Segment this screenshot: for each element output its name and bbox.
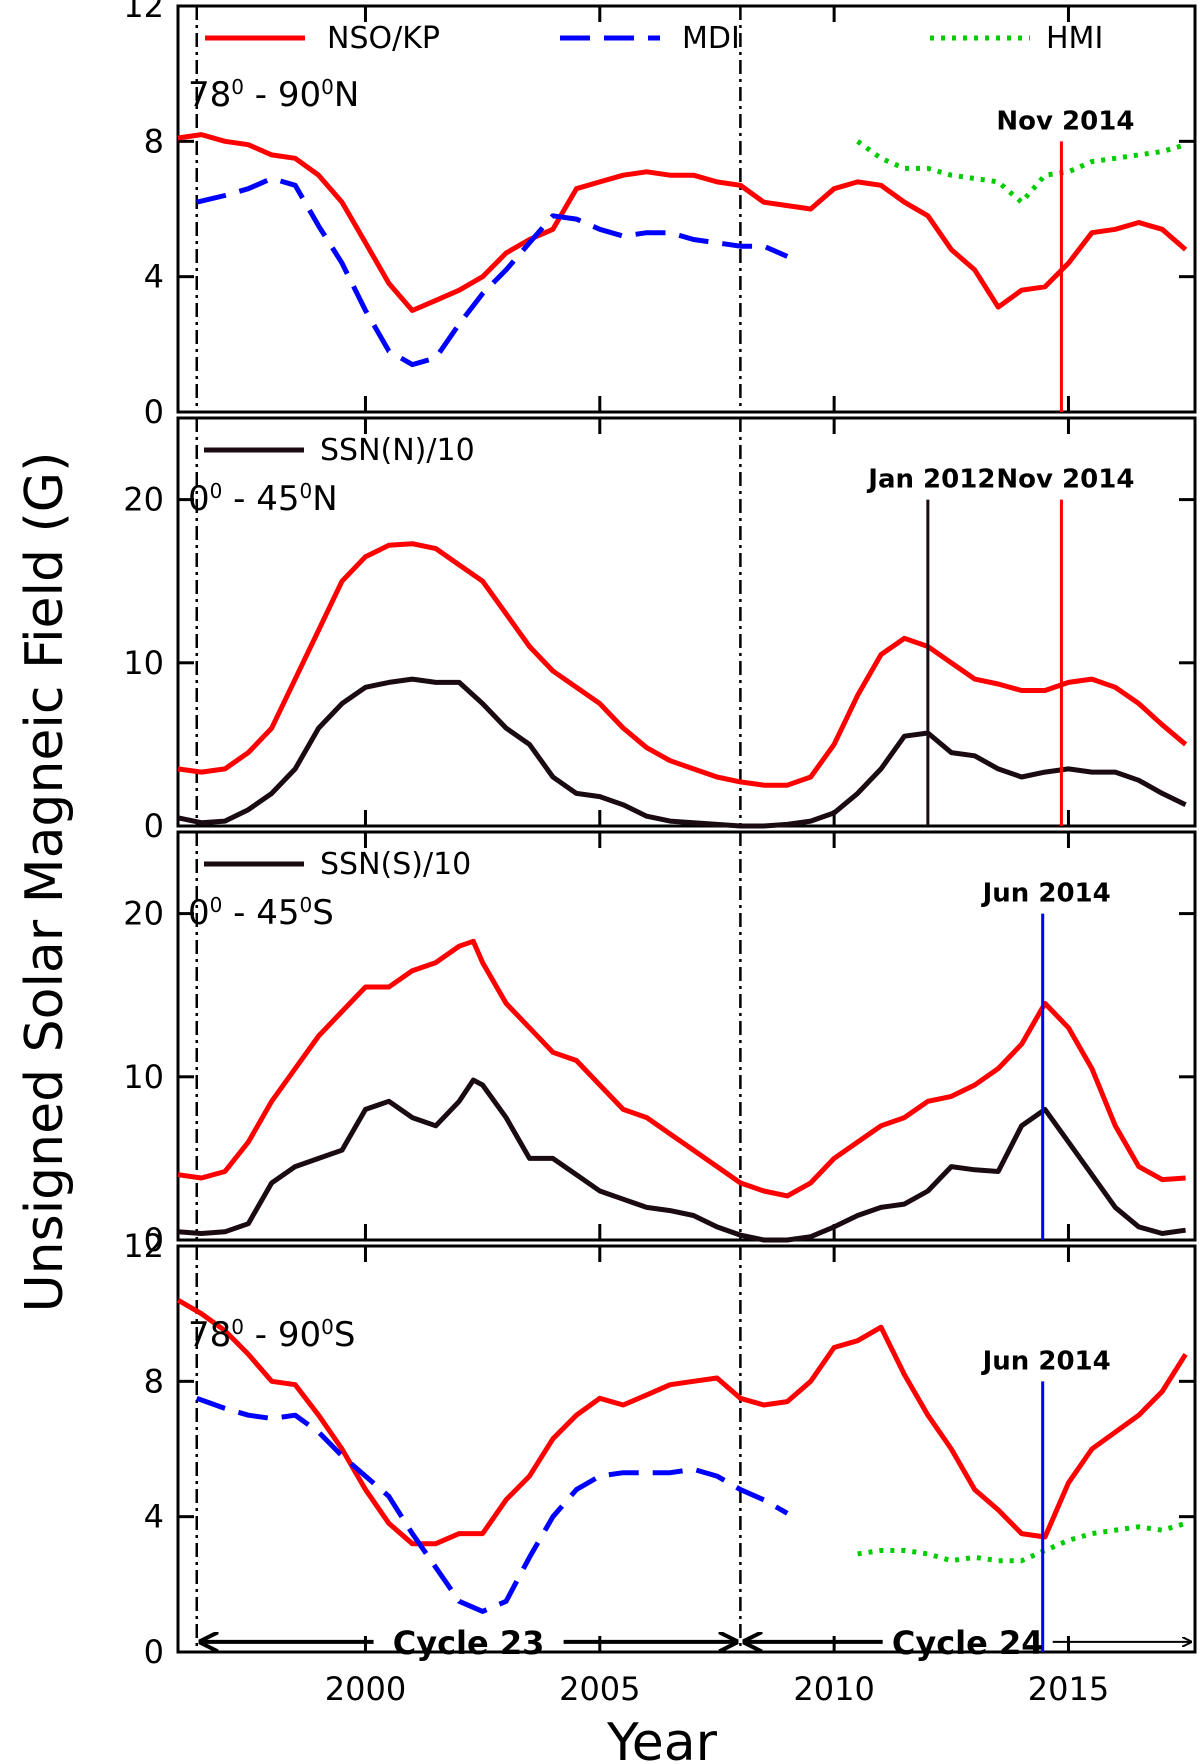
event-marker-label: Jun 2014 [981,1346,1111,1376]
legend: NSO/KP MDI HMI [205,21,1103,56]
region-text: - 45 [222,479,299,519]
cycle-annotations: Cycle 23 Cycle 24 [201,1624,1191,1662]
y-tick-label: 10 [123,644,164,682]
series-nso-kp-line [177,938,1186,1199]
region-text: 0 [188,479,210,519]
region-degree-sup: 0 [300,479,313,503]
series-ssn-n-10-line [177,676,1187,829]
region-label: 780 - 900N [188,75,359,115]
y-tick-label: 20 [123,481,164,519]
region-degree-sup: 0 [231,1315,244,1339]
legend-ssn-label: SSN(S)/10 [320,847,471,882]
legend-ssn-label: SSN(N)/10 [320,433,475,468]
y-tick-label: 20 [123,895,164,933]
panel-frame [176,830,1197,1242]
x-tick-label: 2000 [325,1670,406,1708]
series-nso-kp-line [176,1297,1188,1547]
region-text: S [312,893,334,933]
legend-nso-kp-label: NSO/KP [327,21,440,56]
legend-hmi-label: HMI [1046,21,1103,56]
region-degree-sup: 0 [231,75,244,99]
series-hmi-line [857,1520,1187,1564]
region-degree-sup: 0 [210,893,223,917]
region-text: 78 [188,75,231,115]
series-mdi-line [196,176,789,368]
y-tick-label: 12 [123,0,164,25]
y-tick-label: 8 [144,122,164,160]
region-degree-sup: 0 [300,893,313,917]
x-tick-label: 2015 [1028,1670,1109,1708]
panel-frame [176,416,1197,828]
region-text: - 90 [244,75,321,115]
y-tick-label: 4 [144,1498,164,1536]
series-hmi-line [856,139,1187,205]
y-tick-label: 4 [144,258,164,296]
series-nso-kp-line [177,541,1188,788]
event-marker-label: Nov 2014 [996,465,1134,495]
region-text: 0 [188,893,210,933]
y-tick-label: 12 [123,1227,164,1265]
legend-mdi-label: MDI [682,21,740,56]
x-axis-title: Year [606,1713,718,1764]
region-text: N [312,479,337,519]
region-label: 00 - 450S [188,893,334,933]
y-tick-label: 0 [144,1633,164,1671]
region-text: - 45 [222,893,299,933]
region-text: N [334,75,359,115]
cycle-label: Cycle 23 [393,1624,545,1662]
region-label: 00 - 450N [188,479,338,519]
region-degree-sup: 0 [321,75,334,99]
event-marker-label: Jan 2012 [866,465,995,495]
region-label: 780 - 900S [188,1315,355,1355]
series-mdi-line [195,1395,789,1614]
series-nso-kp-line [177,132,1188,313]
region-degree-sup: 0 [210,479,223,503]
y-tick-label: 0 [144,1221,164,1259]
panel-frame [176,4,1197,414]
y-tick-label: 0 [144,807,164,845]
x-tick-label: 2005 [559,1670,640,1708]
event-marker-label: Jun 2014 [981,879,1111,909]
y-tick-label: 8 [144,1362,164,1400]
y-tick-label: 10 [123,1058,164,1096]
cycle-label: Cycle 24 [892,1624,1044,1662]
region-text: - 90 [244,1315,321,1355]
region-text: 78 [188,1315,231,1355]
y-axis-title: Unsigned Solar Magneic Field (G) [15,452,75,1313]
region-degree-sup: 0 [321,1315,334,1339]
region-text: S [334,1315,356,1355]
x-tick-label: 2010 [793,1670,874,1708]
series-ssn-s-10-line [177,1077,1186,1243]
y-tick-label: 0 [144,393,164,431]
panel-frame [176,1244,1197,1654]
event-marker-label: Nov 2014 [996,106,1134,136]
